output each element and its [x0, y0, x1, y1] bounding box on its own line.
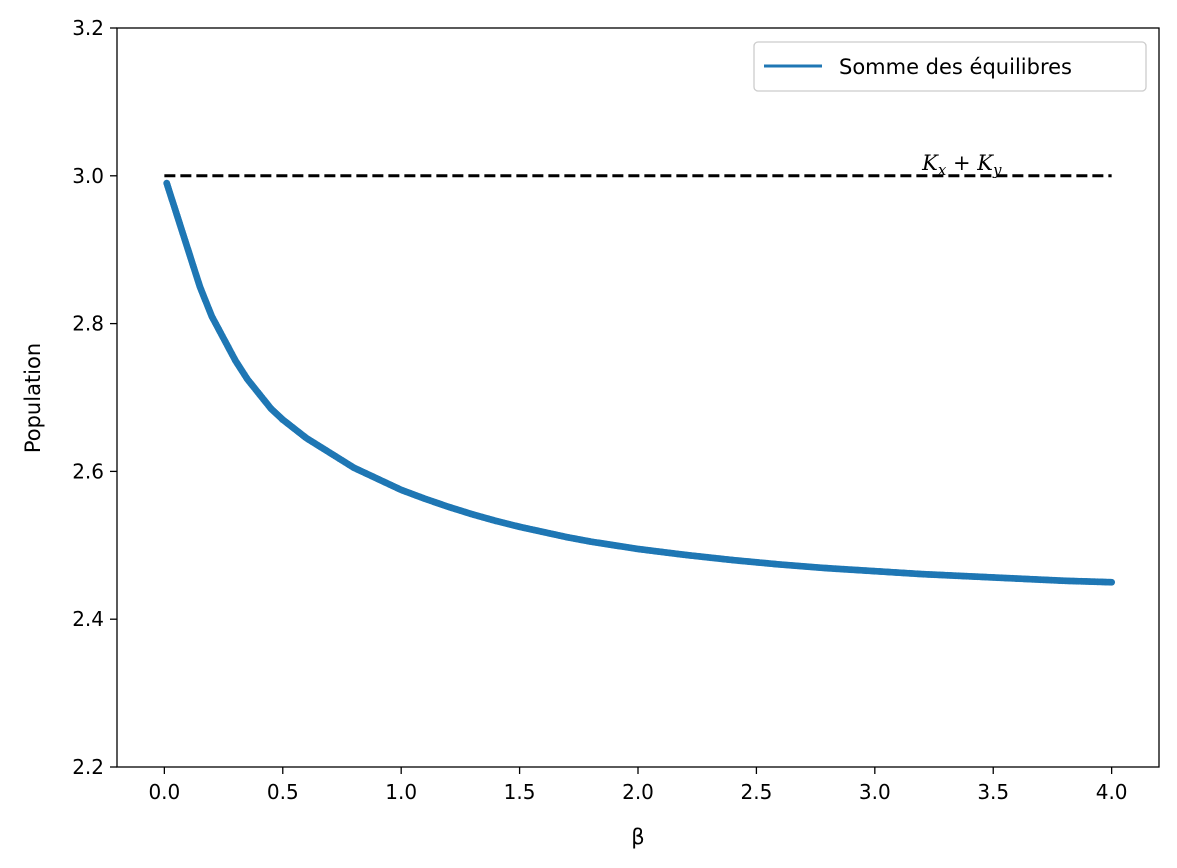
y-tick-label: 2.6 — [72, 459, 104, 483]
x-tick-label: 2.0 — [622, 780, 654, 804]
data-point — [1108, 578, 1116, 586]
x-tick-label: 0.5 — [267, 780, 299, 804]
y-tick-label: 2.8 — [72, 312, 104, 336]
annotation-kx-plus-ky: Kx + Ky — [921, 151, 1002, 179]
plot-frame — [116, 27, 1160, 768]
x-tick-label: 1.5 — [504, 780, 536, 804]
y-axis-label: Population — [21, 343, 45, 453]
y-tick-label: 2.4 — [72, 607, 104, 631]
x-tick-label: 4.0 — [1096, 780, 1128, 804]
series-somme-des-equilibres — [163, 179, 1116, 586]
legend: Somme des équilibres — [753, 41, 1147, 92]
x-axis-label: β — [631, 825, 644, 849]
y-tick-label: 2.2 — [72, 755, 104, 779]
y-tick-label: 3.2 — [72, 16, 104, 40]
x-tick-label: 1.0 — [385, 780, 417, 804]
y-axis-ticks: 2.2 2.4 2.6 2.8 3.0 3.2 — [72, 16, 117, 779]
x-axis-ticks: 0.0 0.5 1.0 1.5 2.0 2.5 3.0 3.5 4.0 — [148, 767, 1128, 804]
x-tick-label: 3.0 — [859, 780, 891, 804]
x-tick-label: 2.5 — [741, 780, 773, 804]
plot-marks — [163, 174, 1116, 586]
x-tick-label: 0.0 — [148, 780, 180, 804]
y-tick-label: 3.0 — [72, 164, 104, 188]
legend-entry-somme: Somme des équilibres — [839, 55, 1072, 79]
x-tick-label: 3.5 — [977, 780, 1009, 804]
annotation-text: Kx + Ky — [921, 151, 1002, 179]
legend-box — [753, 41, 1147, 92]
